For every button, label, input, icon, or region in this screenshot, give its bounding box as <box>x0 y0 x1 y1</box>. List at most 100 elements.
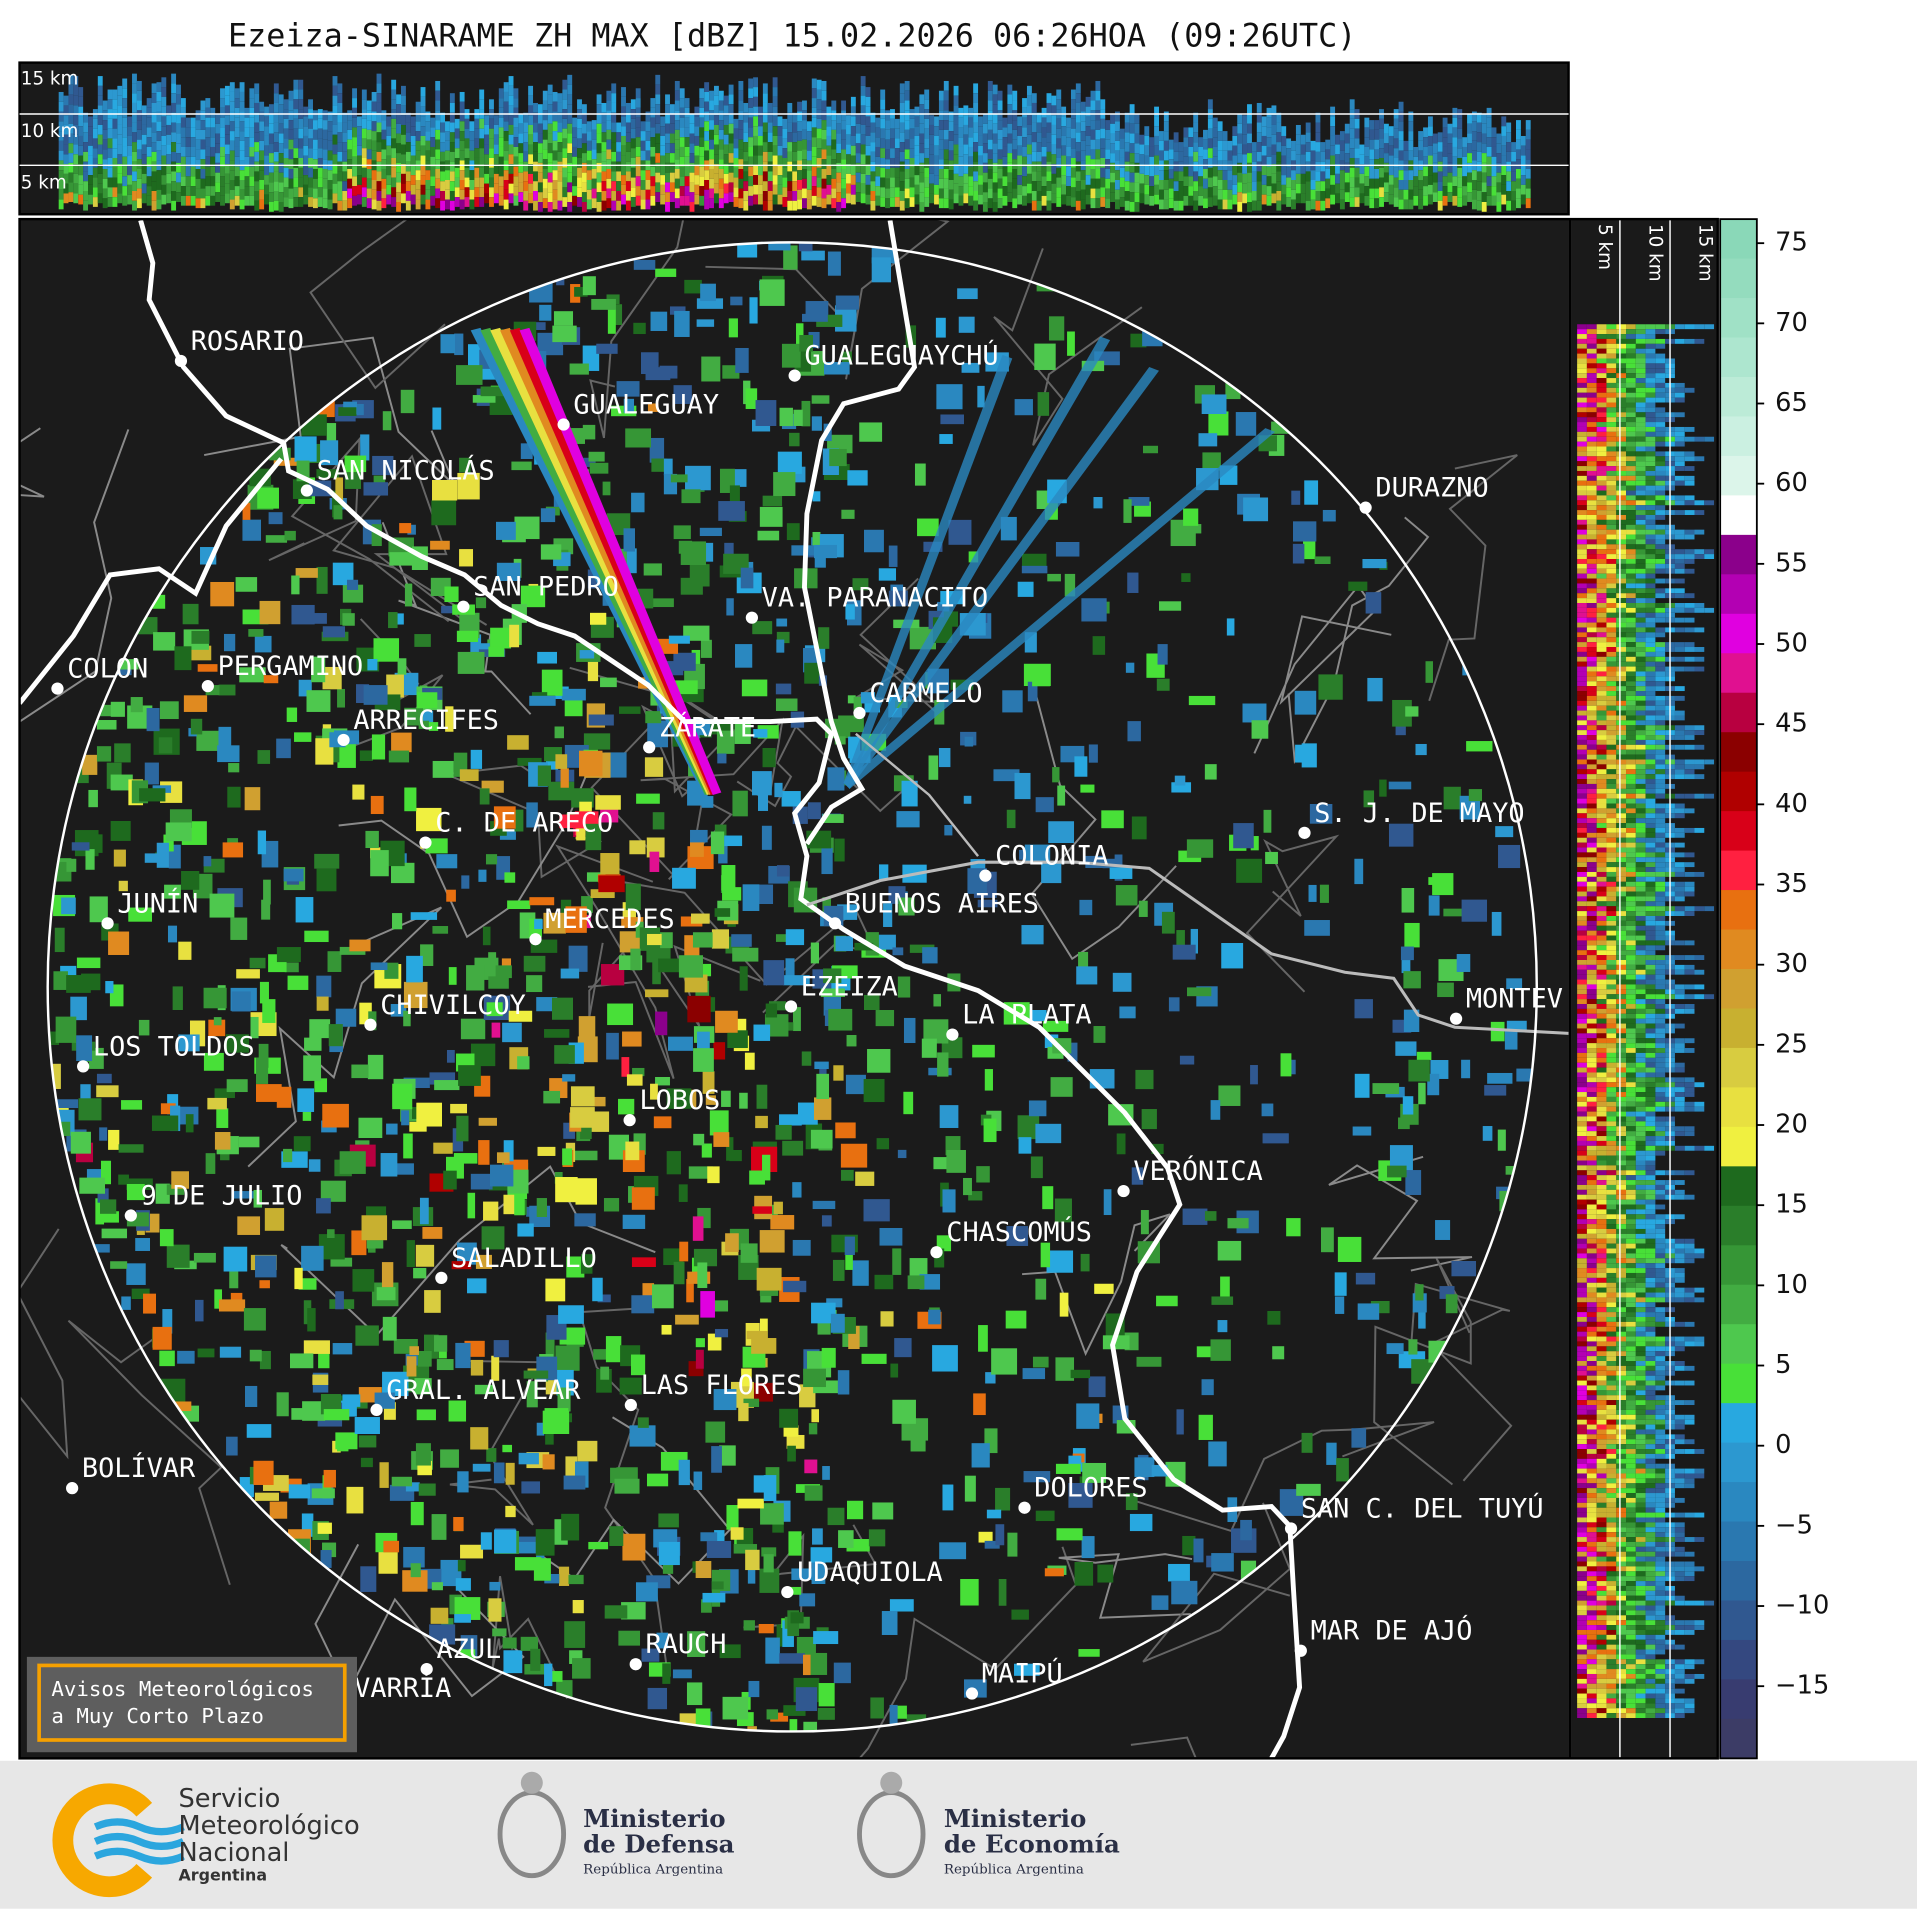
xs-echo <box>410 165 416 176</box>
xs-echo <box>1031 102 1037 113</box>
echo <box>533 1558 551 1581</box>
xs-echo <box>802 168 807 179</box>
xs-echo <box>909 197 915 207</box>
xs-echo <box>982 123 988 134</box>
echo <box>89 896 108 923</box>
xs-echo <box>577 197 582 207</box>
xs-echo <box>1437 200 1443 211</box>
xs-echo <box>552 101 558 112</box>
xs-echo <box>1159 170 1164 180</box>
xs-echo <box>753 96 758 107</box>
xs-echo <box>630 177 636 188</box>
echo <box>1186 987 1212 997</box>
echo <box>327 1229 335 1239</box>
echo <box>1506 1020 1527 1033</box>
xs-echo <box>1374 188 1380 199</box>
echo <box>845 1074 866 1095</box>
xs-echo <box>1036 132 1042 143</box>
xs-echo <box>1075 102 1081 113</box>
echo <box>702 542 714 562</box>
echo <box>733 1544 758 1554</box>
xs-echo <box>1237 172 1243 183</box>
xs-echo <box>405 142 411 152</box>
echo <box>798 242 813 252</box>
xs-echo <box>190 146 196 157</box>
echo <box>1292 543 1305 564</box>
xs-echo <box>308 177 313 188</box>
xs-echo <box>166 115 172 125</box>
echo <box>652 959 661 985</box>
xs-echo <box>1325 198 1331 209</box>
xs-echo <box>523 132 529 143</box>
echo <box>1504 1029 1518 1050</box>
echo <box>835 295 859 310</box>
echo <box>1157 644 1168 665</box>
xs-echo <box>132 161 137 172</box>
xs-echo <box>596 182 602 193</box>
xs-echo <box>968 156 974 167</box>
xs-echo <box>391 128 397 139</box>
echo <box>1386 1343 1404 1355</box>
xs-echo <box>1393 128 1399 139</box>
xs-echo <box>386 184 392 195</box>
echo <box>178 941 192 960</box>
xs-echo <box>342 151 348 162</box>
echo <box>759 1318 768 1339</box>
xs-echo <box>909 187 915 198</box>
echo <box>172 1401 192 1412</box>
xs-echo <box>987 80 993 91</box>
xs-echo <box>860 115 866 125</box>
xs-echo <box>591 159 597 169</box>
echo <box>1165 1461 1186 1487</box>
xs-echo <box>987 188 993 199</box>
echo <box>562 1074 576 1082</box>
xs-echo <box>596 94 602 105</box>
xs-echo <box>1080 111 1086 122</box>
echo <box>590 889 615 899</box>
echo <box>486 1448 497 1462</box>
echo <box>480 386 507 397</box>
xs-echo <box>151 200 157 211</box>
xs-echo <box>493 134 499 145</box>
xs-echo <box>376 73 382 84</box>
xs-echo <box>303 175 309 185</box>
xs-echo <box>899 151 905 162</box>
xs-echo <box>743 151 749 162</box>
echo <box>961 362 980 373</box>
echo <box>714 1328 729 1338</box>
echo <box>1035 1278 1047 1300</box>
xs-echo <box>200 188 206 199</box>
xs-echo <box>1163 121 1169 132</box>
xs-echo <box>97 76 103 86</box>
xs-echo <box>978 145 983 156</box>
xs-echo <box>924 99 930 110</box>
xs-echo <box>1012 188 1018 199</box>
xs-echo <box>1026 95 1032 106</box>
xs-echo <box>356 184 362 195</box>
xs-echo <box>1232 184 1238 195</box>
echo <box>409 1346 419 1356</box>
xs-echo <box>581 192 587 203</box>
xs-echo <box>547 182 553 193</box>
echo <box>762 495 783 507</box>
xs-echo <box>738 159 744 169</box>
echo <box>1461 899 1488 922</box>
echo <box>1046 1250 1074 1273</box>
xs-echo <box>562 157 568 168</box>
xs-echo <box>1432 172 1438 183</box>
xs-echo <box>278 133 284 144</box>
xs-echo <box>1506 161 1512 172</box>
echo <box>1034 343 1056 370</box>
echo <box>812 1200 836 1210</box>
xs-echo <box>151 181 157 192</box>
xs-echo <box>58 189 64 200</box>
xs-echo <box>205 117 211 128</box>
xs-echo <box>577 167 582 178</box>
xs-echo <box>293 138 299 149</box>
xs-echo <box>904 168 910 179</box>
echo <box>488 1598 502 1622</box>
echo <box>984 1069 993 1091</box>
xs-echo <box>738 139 744 150</box>
xs-echo <box>581 104 587 114</box>
xs-echo <box>660 155 666 166</box>
